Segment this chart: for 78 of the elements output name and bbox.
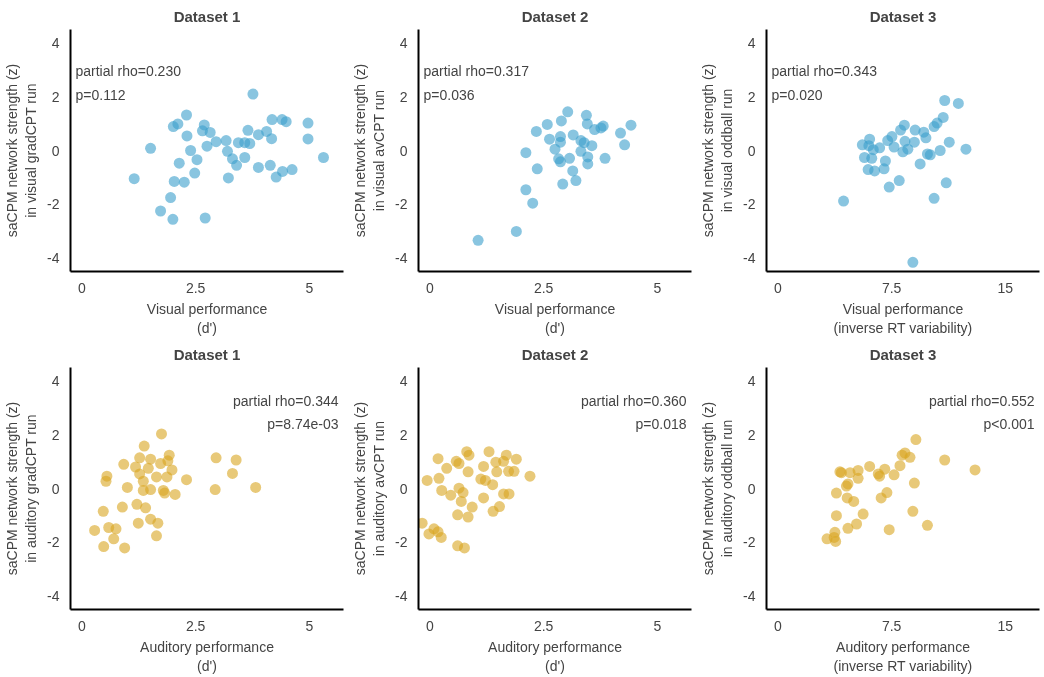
- y-tick-label: 0: [747, 142, 756, 159]
- y-tick-label: -4: [395, 250, 408, 267]
- annotation: p=0.036: [423, 87, 475, 104]
- y-tick-label: -4: [395, 588, 408, 605]
- x-tick-label: 5: [653, 617, 662, 634]
- x-tick-label: 2.5: [533, 617, 554, 634]
- annotation: p=0.020: [771, 87, 823, 104]
- y-tick-label: 2: [399, 426, 408, 443]
- x-tick-label: 0: [773, 279, 782, 296]
- chart-title: Dataset 3: [869, 7, 937, 25]
- y-axis-title: saCPM network strength (z) in visual oddball run: [699, 63, 736, 238]
- x-tick-label: 7.5: [881, 279, 902, 296]
- y-tick-label: 4: [747, 372, 756, 389]
- x-tick-label: 0: [77, 279, 86, 296]
- x-tick-label: 0: [77, 617, 86, 634]
- x-axis-title: Auditory performance (d'): [488, 638, 623, 674]
- x-tick-label: 5: [653, 279, 662, 296]
- y-tick-label: 2: [747, 88, 756, 105]
- y-tick-label: 2: [747, 426, 756, 443]
- annotation: partial rho=0.230: [75, 62, 182, 79]
- annotation: partial rho=0.344: [233, 393, 339, 410]
- annotation: partial rho=0.360: [581, 393, 687, 410]
- y-tick-label: 0: [747, 480, 756, 497]
- annotation: p<0.001: [983, 416, 1035, 433]
- y-tick-label: -4: [47, 588, 60, 605]
- chart-title: Dataset 2: [521, 345, 589, 363]
- x-tick-label: 7.5: [881, 617, 902, 634]
- y-tick-label: -2: [47, 534, 60, 551]
- y-tick-label: 4: [747, 34, 756, 51]
- x-axis-title: Auditory performance (d'): [140, 638, 275, 674]
- x-tick-label: 0: [773, 617, 782, 634]
- y-tick-label: 4: [51, 34, 60, 51]
- y-tick-label: -4: [743, 250, 756, 267]
- y-tick-label: -2: [743, 196, 756, 213]
- x-tick-label: 5: [305, 617, 314, 634]
- y-axis-title: saCPM network strength (z) in auditory oddball run: [699, 401, 736, 576]
- x-axis-title: Auditory performance (inverse RT variability): [833, 638, 973, 674]
- x-axis-title: Visual performance (d'): [146, 300, 268, 336]
- annotation: partial rho=0.343: [771, 62, 878, 79]
- y-tick-label: 4: [399, 34, 408, 51]
- x-tick-label: 0: [425, 617, 434, 634]
- y-tick-label: 4: [51, 372, 60, 389]
- annotation: partial rho=0.317: [423, 62, 530, 79]
- y-tick-label: -2: [395, 534, 408, 551]
- y-tick-label: 2: [399, 88, 408, 105]
- y-axis-title: saCPM network strength (z) in visual gradCPT run: [3, 63, 40, 238]
- y-tick-label: 0: [51, 480, 60, 497]
- y-tick-label: -2: [395, 196, 408, 213]
- y-tick-label: -2: [743, 534, 756, 551]
- x-tick-label: 15: [997, 279, 1014, 296]
- chart-title: Dataset 3: [869, 345, 937, 363]
- y-tick-label: -2: [47, 196, 60, 213]
- y-tick-label: 4: [399, 372, 408, 389]
- y-tick-label: -4: [47, 250, 60, 267]
- y-tick-label: 0: [399, 142, 408, 159]
- x-tick-label: 2.5: [185, 617, 206, 634]
- x-tick-label: 5: [305, 279, 314, 296]
- y-tick-label: 2: [51, 426, 60, 443]
- annotation: p=8.74e-03: [267, 416, 339, 433]
- y-tick-label: 2: [51, 88, 60, 105]
- x-tick-label: 2.5: [533, 279, 554, 296]
- y-tick-label: 0: [399, 480, 408, 497]
- chart-title: Dataset 1: [173, 7, 241, 25]
- x-axis-title: Visual performance (inverse RT variability): [833, 300, 973, 336]
- annotation: p=0.018: [635, 416, 687, 433]
- y-tick-label: -4: [743, 588, 756, 605]
- y-tick-label: 0: [51, 142, 60, 159]
- x-axis-title: Visual performance (d'): [494, 300, 616, 336]
- chart-title: Dataset 2: [521, 7, 589, 25]
- y-axis-title: saCPM network strength (z) in visual avCPT run: [351, 63, 388, 238]
- chart-title: Dataset 1: [173, 345, 241, 363]
- annotation: p=0.112: [75, 87, 126, 104]
- annotation: partial rho=0.552: [929, 393, 1035, 410]
- x-tick-label: 15: [997, 617, 1014, 634]
- x-tick-label: 0: [425, 279, 434, 296]
- y-axis-title: saCPM network strength (z) in auditory avCPT run: [351, 401, 388, 576]
- x-tick-label: 2.5: [185, 279, 206, 296]
- y-axis-title: saCPM network strength (z) in auditory gradCPT run: [3, 401, 40, 576]
